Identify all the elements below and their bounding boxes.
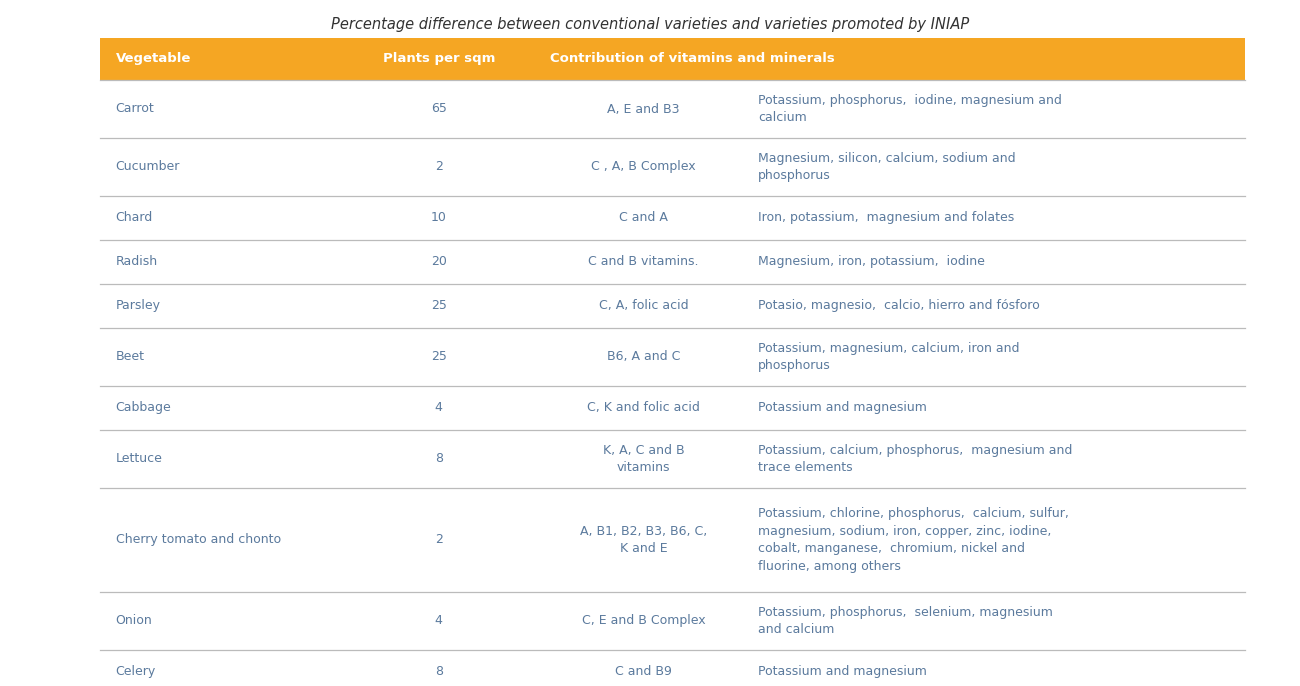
Text: Cabbage: Cabbage xyxy=(116,401,172,414)
Text: C and B9: C and B9 xyxy=(615,665,672,678)
Text: Cucumber: Cucumber xyxy=(116,161,181,174)
Text: A, E and B3: A, E and B3 xyxy=(607,102,680,115)
Text: Onion: Onion xyxy=(116,615,152,628)
Text: A, B1, B2, B3, B6, C,
K and E: A, B1, B2, B3, B6, C, K and E xyxy=(580,525,707,555)
Bar xyxy=(100,38,1245,80)
Text: 8: 8 xyxy=(434,665,443,678)
Text: Chard: Chard xyxy=(116,211,153,224)
Text: 10: 10 xyxy=(430,211,447,224)
Text: Parsley: Parsley xyxy=(116,300,161,313)
Text: Iron, potassium,  magnesium and folates: Iron, potassium, magnesium and folates xyxy=(758,211,1014,224)
Text: Cherry tomato and chonto: Cherry tomato and chonto xyxy=(116,534,281,547)
Text: Radish: Radish xyxy=(116,255,157,268)
Text: C, E and B Complex: C, E and B Complex xyxy=(581,615,706,628)
Text: 8: 8 xyxy=(434,453,443,466)
Text: Vegetable: Vegetable xyxy=(116,53,191,65)
Text: Potasio, magnesio,  calcio, hierro and fósforo: Potasio, magnesio, calcio, hierro and fó… xyxy=(758,300,1040,313)
Text: 25: 25 xyxy=(430,300,447,313)
Text: Potassium, chlorine, phosphorus,  calcium, sulfur,
magnesium, sodium, iron, copp: Potassium, chlorine, phosphorus, calcium… xyxy=(758,507,1069,573)
Text: K, A, C and B
vitamins: K, A, C and B vitamins xyxy=(603,444,684,474)
Text: Potassium, calcium, phosphorus,  magnesium and
trace elements: Potassium, calcium, phosphorus, magnesiu… xyxy=(758,444,1072,474)
Text: C and B vitamins.: C and B vitamins. xyxy=(588,255,699,268)
Text: C, K and folic acid: C, K and folic acid xyxy=(588,401,699,414)
Text: 2: 2 xyxy=(434,161,443,174)
Text: 4: 4 xyxy=(434,615,443,628)
Text: 4: 4 xyxy=(434,401,443,414)
Text: 25: 25 xyxy=(430,351,447,364)
Text: Potassium and magnesium: Potassium and magnesium xyxy=(758,401,927,414)
Text: 2: 2 xyxy=(434,534,443,547)
Text: Percentage difference between conventional varieties and varieties promoted by I: Percentage difference between convention… xyxy=(332,17,968,32)
Text: Potassium and magnesium: Potassium and magnesium xyxy=(758,665,927,678)
Text: C, A, folic acid: C, A, folic acid xyxy=(599,300,688,313)
Text: C , A, B Complex: C , A, B Complex xyxy=(592,161,696,174)
Text: Plants per sqm: Plants per sqm xyxy=(382,53,495,65)
Text: Beet: Beet xyxy=(116,351,144,364)
Text: Potassium, phosphorus,  selenium, magnesium
and calcium: Potassium, phosphorus, selenium, magnesi… xyxy=(758,606,1053,636)
Text: 20: 20 xyxy=(430,255,447,268)
Text: Lettuce: Lettuce xyxy=(116,453,162,466)
Text: Magnesium, silicon, calcium, sodium and
phosphorus: Magnesium, silicon, calcium, sodium and … xyxy=(758,152,1015,182)
Text: Carrot: Carrot xyxy=(116,102,155,115)
Text: B6, A and C: B6, A and C xyxy=(607,351,680,364)
Text: Potassium, phosphorus,  iodine, magnesium and
calcium: Potassium, phosphorus, iodine, magnesium… xyxy=(758,94,1062,124)
Text: Potassium, magnesium, calcium, iron and
phosphorus: Potassium, magnesium, calcium, iron and … xyxy=(758,342,1019,372)
Text: Contribution of vitamins and minerals: Contribution of vitamins and minerals xyxy=(550,53,835,65)
Text: Magnesium, iron, potassium,  iodine: Magnesium, iron, potassium, iodine xyxy=(758,255,985,268)
Text: Celery: Celery xyxy=(116,665,156,678)
Text: 65: 65 xyxy=(430,102,447,115)
Text: C and A: C and A xyxy=(619,211,668,224)
